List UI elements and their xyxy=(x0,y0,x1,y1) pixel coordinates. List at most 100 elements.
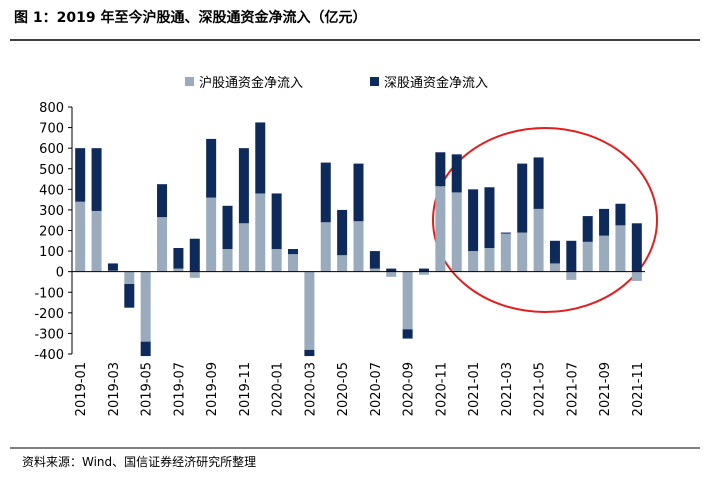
bar xyxy=(206,197,217,272)
bar xyxy=(107,263,118,271)
bar xyxy=(189,238,200,272)
bar xyxy=(173,247,184,269)
bar xyxy=(255,193,266,272)
x-tick-label: 2020-05 xyxy=(336,362,351,416)
bar xyxy=(337,255,348,272)
y-tick-label: -300 xyxy=(34,327,64,342)
x-tick-label: 2021-05 xyxy=(533,362,548,416)
bar xyxy=(124,271,135,285)
bar xyxy=(91,210,102,272)
bar xyxy=(369,251,380,269)
bar xyxy=(451,192,462,272)
bar xyxy=(140,271,151,342)
x-tick-label: 2019-07 xyxy=(172,362,187,416)
y-tick-label: 300 xyxy=(39,204,64,219)
y-tick-label: 400 xyxy=(39,183,64,198)
legend-label: 深股通资金净流入 xyxy=(384,75,488,91)
bar xyxy=(402,329,413,339)
bar xyxy=(435,152,446,187)
bar xyxy=(157,217,168,272)
x-tick-label: 2019-05 xyxy=(140,362,155,416)
bar xyxy=(173,268,184,272)
x-tick-label: 2020-09 xyxy=(402,362,417,416)
bar xyxy=(468,189,479,252)
bar xyxy=(238,148,249,224)
bar xyxy=(75,148,86,202)
bar xyxy=(484,247,495,272)
x-tick-label: 2019-11 xyxy=(238,362,253,416)
bar xyxy=(353,163,364,222)
y-tick-label: 700 xyxy=(39,122,64,137)
x-tick-label: 2021-07 xyxy=(565,362,580,416)
bar xyxy=(271,249,282,272)
x-tick-label: 2020-01 xyxy=(271,362,286,416)
bar xyxy=(549,240,560,264)
highlight-ellipse xyxy=(432,127,658,313)
bar xyxy=(140,341,151,357)
x-tick-label: 2020-07 xyxy=(369,362,384,416)
bar xyxy=(599,208,610,236)
bar xyxy=(517,163,528,233)
bar xyxy=(484,187,495,248)
y-tick-label: -100 xyxy=(34,286,64,301)
bar xyxy=(533,208,544,272)
bar xyxy=(157,184,168,218)
x-tick-label: 2021-01 xyxy=(467,362,482,416)
bar xyxy=(353,221,364,272)
legend-label: 沪股通资金净流入 xyxy=(199,75,303,91)
bar xyxy=(107,270,118,272)
legend-swatch xyxy=(370,77,379,86)
bar xyxy=(369,268,380,272)
x-tick-label: 2020-11 xyxy=(434,362,449,416)
bar xyxy=(255,122,266,194)
x-tick-label: 2020-03 xyxy=(303,362,318,416)
bar xyxy=(206,138,217,198)
bar xyxy=(500,233,511,272)
bar xyxy=(386,271,397,277)
y-tick-label: 800 xyxy=(39,101,64,116)
bar xyxy=(599,235,610,272)
bar xyxy=(451,154,462,193)
bar xyxy=(320,162,331,223)
bar xyxy=(304,271,315,350)
bar xyxy=(222,249,233,272)
y-tick-label: 0 xyxy=(56,266,64,281)
legend-swatch xyxy=(185,77,194,86)
bar xyxy=(189,271,200,278)
x-tick-label: 2019-03 xyxy=(107,362,122,416)
bar xyxy=(435,186,446,272)
bar xyxy=(468,251,479,272)
y-tick-label: -400 xyxy=(34,348,64,363)
bar xyxy=(615,203,626,226)
bar xyxy=(566,240,577,272)
bar xyxy=(631,271,642,281)
bar xyxy=(75,201,86,272)
bar xyxy=(500,232,511,234)
y-tick-label: 500 xyxy=(39,163,64,178)
bar xyxy=(533,157,544,209)
y-tick-label: -200 xyxy=(34,307,64,322)
bar xyxy=(402,271,413,330)
bar xyxy=(549,263,560,272)
bar xyxy=(418,271,429,275)
bar xyxy=(582,241,593,272)
bar xyxy=(320,222,331,272)
bar xyxy=(238,223,249,272)
bar xyxy=(337,209,348,256)
bar xyxy=(582,216,593,242)
x-tick-label: 2021-11 xyxy=(631,362,646,416)
bar xyxy=(222,205,233,250)
bar xyxy=(124,284,135,308)
y-tick-label: 100 xyxy=(39,245,64,260)
bar xyxy=(615,225,626,272)
x-tick-label: 2019-01 xyxy=(74,362,89,416)
bar xyxy=(386,268,397,272)
bar xyxy=(304,349,315,357)
chart-title: 图 1：2019 年至今沪股通、深股通资金净流入（亿元） xyxy=(14,9,366,26)
bar xyxy=(288,254,299,272)
x-tick-label: 2021-03 xyxy=(500,362,515,416)
bar xyxy=(517,232,528,272)
x-tick-label: 2019-09 xyxy=(205,362,220,416)
x-tick-label: 2021-09 xyxy=(598,362,613,416)
